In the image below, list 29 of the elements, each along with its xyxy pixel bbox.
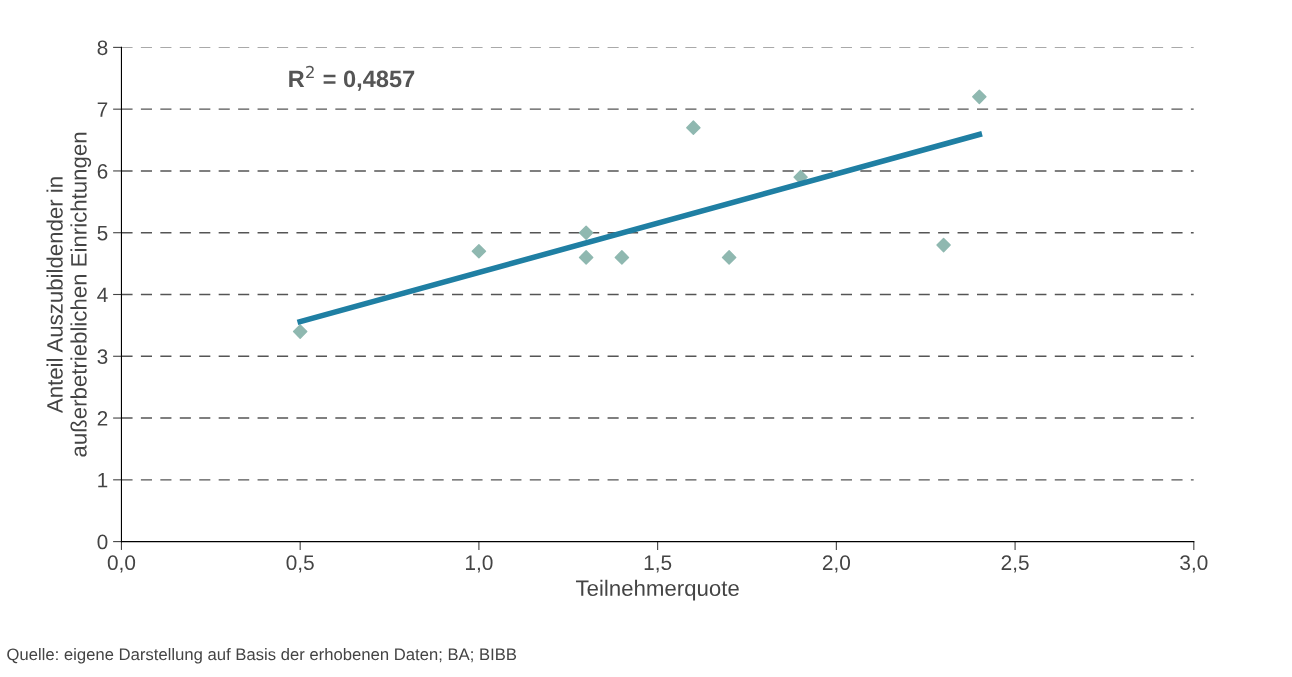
point — [686, 120, 701, 135]
x-tick-label: 0,5 — [286, 555, 314, 573]
point — [972, 89, 987, 105]
x-tick-label: 2,5 — [1001, 555, 1029, 573]
point — [578, 250, 594, 265]
y-tick-label: 6 — [97, 163, 108, 179]
x-tick-label: 1,0 — [466, 555, 493, 573]
y-tick-label: 3 — [97, 349, 108, 365]
point — [578, 225, 594, 241]
y-tick-label: 8 — [97, 40, 108, 56]
point — [721, 250, 737, 265]
y-tick-label: 4 — [97, 287, 108, 303]
point — [614, 250, 630, 265]
point — [936, 237, 951, 253]
y-axis-title: Anteil Auszubildender in außerbetrieblichen Einrichtungen — [46, 132, 92, 457]
y-tick-label: 2 — [97, 411, 108, 426]
annotation: R$^{2}$ = 0,4857 — [289, 65, 415, 91]
source-note: Quelle: eigene Darstellung auf Basis der erhobenen Daten; BA; BIBB — [7, 648, 517, 664]
y-tick-label: 5 — [97, 225, 108, 241]
point — [471, 243, 487, 259]
x-axis-title: Teilnehmerquote — [575, 579, 739, 601]
point — [292, 324, 308, 339]
x-tick-label: 3,0 — [1180, 555, 1208, 573]
x-tick-label: 2,0 — [822, 555, 851, 573]
y-tick-label: 0 — [97, 534, 108, 550]
x-tick-label: 1,5 — [644, 555, 672, 573]
x-tick-label: 0,0 — [107, 555, 136, 573]
y-tick-label: 7 — [97, 102, 108, 117]
y-tick-label: 1 — [98, 473, 108, 488]
